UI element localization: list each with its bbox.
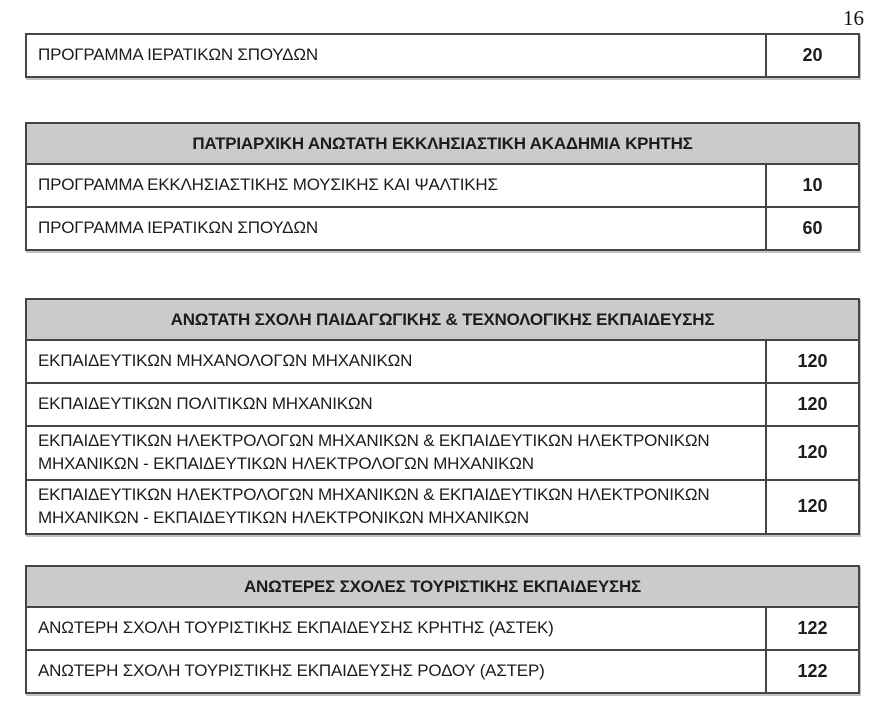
table-row: ΠΡΟΓΡΑΜΜΑ ΙΕΡΑΤΙΚΩΝ ΣΠΟΥΔΩΝ 60 bbox=[27, 206, 858, 249]
table-row: ΕΚΠΑΙΔΕΥΤΙΚΩΝ ΠΟΛΙΤΙΚΩΝ ΜΗΧΑΝΙΚΩΝ 120 bbox=[27, 382, 858, 425]
admissions-count-cell: 122 bbox=[765, 608, 858, 649]
table-row: ΕΚΠΑΙΔΕΥΤΙΚΩΝ ΗΛΕΚΤΡΟΛΟΓΩΝ ΜΗΧΑΝΙΚΩΝ & Ε… bbox=[27, 425, 858, 479]
admissions-count-cell: 120 bbox=[765, 480, 858, 533]
table-section-header: ΠΑΤΡΙΑΡΧΙΚΗ ΑΝΩΤΑΤΗ ΕΚΚΛΗΣΙΑΣΤΙΚΗ ΑΚΑΔΗΜ… bbox=[27, 124, 858, 163]
admissions-count-cell: 122 bbox=[765, 651, 858, 692]
program-name-cell: ΕΚΠΑΙΔΕΥΤΙΚΩΝ ΗΛΕΚΤΡΟΛΟΓΩΝ ΜΗΧΑΝΙΚΩΝ & Ε… bbox=[38, 484, 710, 527]
program-name-cell: ΠΡΟΓΡΑΜΜΑ ΙΕΡΑΤΙΚΩΝ ΣΠΟΥΔΩΝ bbox=[38, 45, 318, 65]
admissions-count-cell: 120 bbox=[765, 341, 858, 382]
table-row: ΠΡΟΓΡΑΜΜΑ ΕΚΚΛΗΣΙΑΣΤΙΚΗΣ ΜΟΥΣΙΚΗΣ ΚΑΙ ΨΑ… bbox=[27, 163, 858, 206]
table-section-header: ΑΝΩΤΕΡΕΣ ΣΧΟΛΕΣ ΤΟΥΡΙΣΤΙΚΗΣ ΕΚΠΑΙΔΕΥΣΗΣ bbox=[27, 567, 858, 606]
program-name-cell: ΕΚΠΑΙΔΕΥΤΙΚΩΝ ΜΗΧΑΝΟΛΟΓΩΝ ΜΗΧΑΝΙΚΩΝ bbox=[38, 351, 413, 371]
admissions-count-cell: 10 bbox=[765, 165, 858, 206]
table-row: ΑΝΩΤΕΡΗ ΣΧΟΛΗ ΤΟΥΡΙΣΤΙΚΗΣ ΕΚΠΑΙΔΕΥΣΗΣ ΚΡ… bbox=[27, 606, 858, 649]
program-name-cell: ΠΡΟΓΡΑΜΜΑ ΕΚΚΛΗΣΙΑΣΤΙΚΗΣ ΜΟΥΣΙΚΗΣ ΚΑΙ ΨΑ… bbox=[38, 175, 498, 195]
program-name-cell: ΑΝΩΤΕΡΗ ΣΧΟΛΗ ΤΟΥΡΙΣΤΙΚΗΣ ΕΚΠΑΙΔΕΥΣΗΣ ΚΡ… bbox=[38, 618, 554, 638]
table-row: ΑΝΩΤΕΡΗ ΣΧΟΛΗ ΤΟΥΡΙΣΤΙΚΗΣ ΕΚΠΑΙΔΕΥΣΗΣ ΡΟ… bbox=[27, 649, 858, 692]
table-section-header: ΑΝΩΤΑΤΗ ΣΧΟΛΗ ΠΑΙΔΑΓΩΓΙΚΗΣ & ΤΕΧΝΟΛΟΓΙΚΗ… bbox=[27, 300, 858, 339]
program-name-cell: ΠΡΟΓΡΑΜΜΑ ΙΕΡΑΤΙΚΩΝ ΣΠΟΥΔΩΝ bbox=[38, 218, 318, 238]
table-row: ΠΡΟΓΡΑΜΜΑ ΙΕΡΑΤΙΚΩΝ ΣΠΟΥΔΩΝ 20 bbox=[27, 35, 858, 76]
admissions-table: ΑΝΩΤΑΤΗ ΣΧΟΛΗ ΠΑΙΔΑΓΩΓΙΚΗΣ & ΤΕΧΝΟΛΟΓΙΚΗ… bbox=[25, 298, 860, 535]
admissions-count-cell: 20 bbox=[765, 35, 858, 76]
program-name-cell: ΕΚΠΑΙΔΕΥΤΙΚΩΝ ΗΛΕΚΤΡΟΛΟΓΩΝ ΜΗΧΑΝΙΚΩΝ & Ε… bbox=[38, 431, 710, 473]
admissions-count-cell: 120 bbox=[765, 384, 858, 425]
admissions-table: ΠΑΤΡΙΑΡΧΙΚΗ ΑΝΩΤΑΤΗ ΕΚΚΛΗΣΙΑΣΤΙΚΗ ΑΚΑΔΗΜ… bbox=[25, 122, 860, 251]
admissions-count-cell: 120 bbox=[765, 427, 858, 479]
admissions-table: ΑΝΩΤΕΡΕΣ ΣΧΟΛΕΣ ΤΟΥΡΙΣΤΙΚΗΣ ΕΚΠΑΙΔΕΥΣΗΣ Α… bbox=[25, 565, 860, 694]
program-name-cell: ΑΝΩΤΕΡΗ ΣΧΟΛΗ ΤΟΥΡΙΣΤΙΚΗΣ ΕΚΠΑΙΔΕΥΣΗΣ ΡΟ… bbox=[38, 661, 545, 681]
program-name-cell: ΕΚΠΑΙΔΕΥΤΙΚΩΝ ΠΟΛΙΤΙΚΩΝ ΜΗΧΑΝΙΚΩΝ bbox=[38, 394, 373, 414]
admissions-table: ΠΡΟΓΡΑΜΜΑ ΙΕΡΑΤΙΚΩΝ ΣΠΟΥΔΩΝ 20 bbox=[25, 33, 860, 78]
admissions-count-cell: 60 bbox=[765, 208, 858, 249]
table-row: ΕΚΠΑΙΔΕΥΤΙΚΩΝ ΜΗΧΑΝΟΛΟΓΩΝ ΜΗΧΑΝΙΚΩΝ 120 bbox=[27, 339, 858, 382]
table-row: ΕΚΠΑΙΔΕΥΤΙΚΩΝ ΗΛΕΚΤΡΟΛΟΓΩΝ ΜΗΧΑΝΙΚΩΝ & Ε… bbox=[27, 478, 858, 533]
page-number: 16 bbox=[843, 6, 864, 30]
